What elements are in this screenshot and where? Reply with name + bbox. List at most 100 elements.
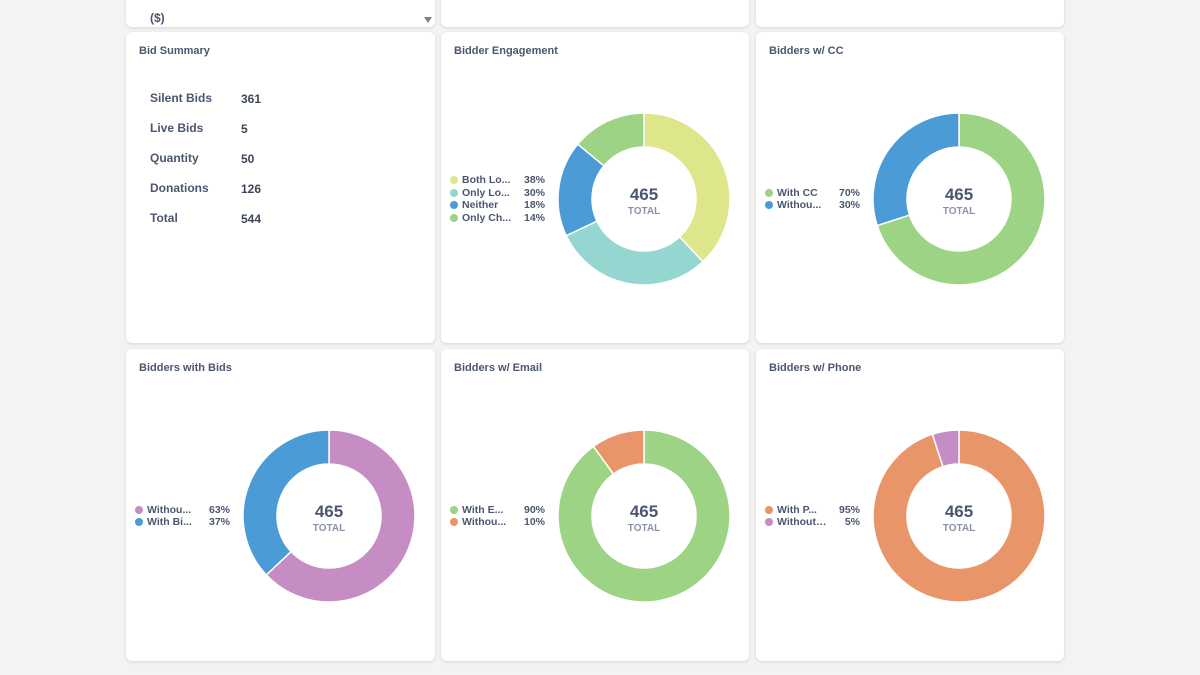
donut-slice-with-p[interactable] bbox=[872, 429, 1046, 603]
legend-swatch bbox=[135, 505, 143, 514]
legend-swatch bbox=[765, 518, 773, 526]
legend-value: 63% bbox=[208, 503, 230, 516]
donut-slice-with-e[interactable] bbox=[557, 429, 731, 603]
legend-label: Withou... bbox=[462, 516, 507, 528]
summary-value: 544 bbox=[241, 212, 262, 226]
chart-title: Bidders w/ Phone bbox=[769, 362, 862, 374]
donut-slice-with-cc[interactable] bbox=[876, 112, 1046, 286]
donut-total-label: TOTAL bbox=[313, 523, 345, 534]
top-card-1: ($) bbox=[126, 0, 435, 27]
legend-value: 37% bbox=[208, 516, 230, 528]
legend-item[interactable]: With CC 70% bbox=[765, 187, 860, 199]
chart-title: Bidders w/ CC bbox=[769, 45, 844, 57]
donut-slice-withou[interactable] bbox=[592, 429, 645, 475]
donut-slice-withou[interactable] bbox=[265, 429, 416, 603]
legend-swatch bbox=[765, 188, 773, 197]
legend-label: Withou... bbox=[147, 503, 192, 516]
legend-item[interactable]: Only Ch... 14% bbox=[450, 212, 545, 224]
legend-item[interactable]: Withou... 10% bbox=[450, 516, 545, 528]
top-card-3 bbox=[756, 0, 1064, 27]
legend-swatch bbox=[450, 176, 458, 184]
legend-label: Only Ch... bbox=[462, 211, 512, 224]
legend-label: Without ... bbox=[777, 516, 827, 528]
legend-value: 10% bbox=[523, 516, 545, 528]
legend-swatch bbox=[450, 518, 458, 526]
summary-label: Live Bids bbox=[150, 121, 204, 135]
legend-label: With P... bbox=[777, 503, 817, 516]
legend-label: With Bi... bbox=[147, 516, 192, 528]
summary-value: 50 bbox=[241, 152, 255, 166]
legend-item[interactable]: Without ... 5% bbox=[765, 516, 860, 528]
legend-value: 5% bbox=[844, 516, 860, 528]
legend-swatch bbox=[450, 201, 458, 209]
summary-value: 361 bbox=[241, 92, 262, 106]
legend-value: 30% bbox=[523, 186, 545, 199]
donut-total-label: TOTAL bbox=[943, 206, 975, 217]
legend-label: Neither bbox=[462, 199, 499, 211]
summary-value: 126 bbox=[241, 182, 262, 196]
donut-total-value: 465 bbox=[630, 185, 658, 204]
donut-total-value: 465 bbox=[315, 502, 343, 521]
bidders-with-bids-card: Bidders with Bids Withou... 63% With Bi... 3… bbox=[126, 349, 435, 661]
donut-chart: 465 TOTAL bbox=[872, 112, 1046, 286]
donut-chart: 465 TOTAL bbox=[242, 429, 416, 603]
legend-value: 38% bbox=[523, 174, 545, 186]
bidders-phone-card: Bidders w/ Phone With P... 95% Without ... 5… bbox=[756, 349, 1064, 661]
bidder-engagement-card: Bidder Engagement Both Lo... 38% Only Lo...… bbox=[441, 32, 749, 343]
legend-label: With CC bbox=[777, 186, 818, 199]
summary-label: Quantity bbox=[150, 151, 199, 165]
legend-label: Both Lo... bbox=[462, 174, 511, 186]
donut-slice-both-lo[interactable] bbox=[643, 112, 731, 263]
legend-value: 90% bbox=[523, 503, 545, 516]
donut-chart: 465 TOTAL bbox=[557, 429, 731, 603]
currency-select-label[interactable]: ($) bbox=[150, 11, 165, 25]
legend-label: Withou... bbox=[777, 199, 822, 211]
legend-value: 18% bbox=[523, 199, 545, 211]
donut-slice-only-ch[interactable] bbox=[576, 112, 645, 167]
legend-swatch bbox=[765, 201, 773, 209]
chart-title: Bidder Engagement bbox=[454, 45, 558, 57]
top-card-2 bbox=[441, 0, 749, 27]
donut-slice-only-lo[interactable] bbox=[565, 220, 704, 286]
donut-slice-with-bi[interactable] bbox=[242, 429, 330, 576]
legend-item[interactable]: With E... 90% bbox=[450, 504, 545, 516]
donut-total-value: 465 bbox=[945, 502, 973, 521]
summary-label: Silent Bids bbox=[150, 91, 213, 105]
legend-swatch bbox=[450, 188, 458, 197]
summary-label: Donations bbox=[150, 181, 209, 195]
legend-item[interactable]: With P... 95% bbox=[765, 504, 860, 516]
legend-item[interactable]: Both Lo... 38% bbox=[450, 174, 545, 186]
donut-total-value: 465 bbox=[630, 502, 658, 521]
chart-title: Bidders w/ Email bbox=[454, 362, 543, 374]
donut-slice-without[interactable] bbox=[931, 429, 960, 468]
legend-label: Only Lo... bbox=[462, 186, 510, 199]
donut-total-label: TOTAL bbox=[943, 523, 975, 534]
legend-swatch bbox=[450, 213, 458, 222]
bidders-email-card: Bidders w/ Email With E... 90% Withou... 10%… bbox=[441, 349, 749, 661]
legend-swatch bbox=[765, 505, 773, 514]
summary-value: 5 bbox=[241, 122, 248, 136]
legend-item[interactable]: With Bi... 37% bbox=[135, 516, 230, 528]
legend-item[interactable]: Neither 18% bbox=[450, 199, 545, 211]
donut-chart: 465 TOTAL bbox=[557, 112, 731, 286]
legend-swatch bbox=[450, 505, 458, 514]
legend-label: With E... bbox=[462, 503, 504, 516]
legend-item[interactable]: Withou... 63% bbox=[135, 504, 230, 516]
chart-title: Bidders with Bids bbox=[139, 362, 232, 374]
donut-total-label: TOTAL bbox=[628, 523, 660, 534]
chevron-down-icon[interactable] bbox=[424, 17, 432, 23]
summary-label: Total bbox=[150, 211, 178, 225]
legend-value: 70% bbox=[838, 186, 860, 199]
bid-summary-card: Bid Summary Silent Bids 361 Live Bids 5 … bbox=[126, 32, 435, 343]
donut-total-value: 465 bbox=[945, 185, 973, 204]
donut-chart: 465 TOTAL bbox=[872, 429, 1046, 603]
bidders-cc-card: Bidders w/ CC With CC 70% Withou... 30% 465 TO… bbox=[756, 32, 1064, 343]
card-title: Bid Summary bbox=[139, 45, 210, 57]
donut-slice-withou[interactable] bbox=[872, 112, 960, 227]
legend-swatch bbox=[135, 518, 143, 526]
legend-value: 95% bbox=[838, 503, 860, 516]
legend-item[interactable]: Withou... 30% bbox=[765, 199, 860, 211]
donut-total-label: TOTAL bbox=[628, 206, 660, 217]
legend-value: 14% bbox=[523, 211, 545, 224]
legend-item[interactable]: Only Lo... 30% bbox=[450, 187, 545, 199]
